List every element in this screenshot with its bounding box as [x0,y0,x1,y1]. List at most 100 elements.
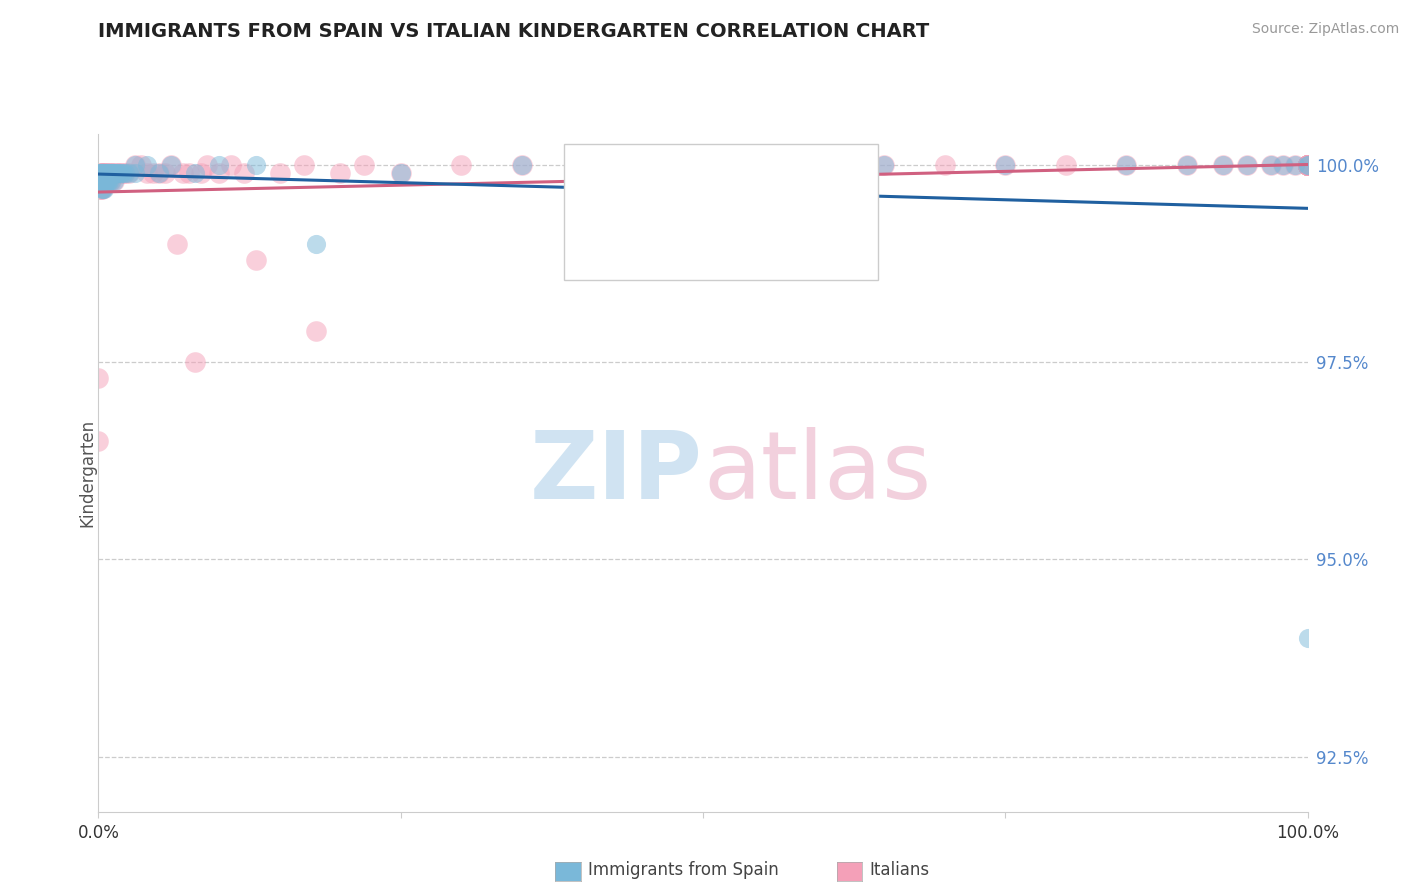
Text: atlas: atlas [703,426,931,519]
Point [114,166,136,180]
Text: Immigrants from Spain: Immigrants from Spain [588,861,779,879]
Point [101,166,124,180]
Point [813,158,835,172]
Point [96,174,118,188]
Point [1296,158,1319,172]
Point [1296,158,1319,172]
Point [389,166,412,180]
Point [1296,158,1319,172]
Point [166,237,188,252]
Point [1296,158,1319,172]
Y-axis label: Kindergarten: Kindergarten [79,418,96,527]
Point [96,174,118,188]
Point [245,158,267,172]
Point [631,158,654,172]
Point [97,174,120,188]
Point [108,166,131,180]
Point [873,158,896,172]
Point [184,166,207,180]
Text: ZIP: ZIP [530,426,703,519]
Point [1296,158,1319,172]
Point [91,166,114,180]
Point [994,158,1017,172]
Point [94,166,117,180]
Point [160,158,183,172]
Point [89,166,111,180]
Point [1296,158,1319,172]
Point [1296,632,1319,646]
Text: IMMIGRANTS FROM SPAIN VS ITALIAN KINDERGARTEN CORRELATION CHART: IMMIGRANTS FROM SPAIN VS ITALIAN KINDERG… [98,22,929,41]
Point [1296,158,1319,172]
Point [1115,158,1137,172]
Point [91,166,114,180]
Point [1296,158,1319,172]
Point [105,166,128,180]
Point [94,174,117,188]
Point [90,174,112,188]
Point [631,158,654,172]
Point [1296,158,1319,172]
Point [1260,158,1282,172]
Text: R = 0.434   N =  71: R = 0.434 N = 71 [614,169,821,187]
Point [1296,158,1319,172]
Point [1296,158,1319,172]
Point [752,158,775,172]
Point [510,158,533,172]
Point [305,324,328,338]
Point [91,182,114,196]
Point [111,166,134,180]
Point [1296,158,1319,172]
Point [1296,158,1319,172]
Point [1296,158,1319,172]
Point [104,166,127,180]
Point [103,174,125,188]
Point [1296,158,1319,172]
Point [135,158,157,172]
Point [752,158,775,172]
Point [110,166,132,180]
Point [450,158,472,172]
Point [100,174,122,188]
Point [129,158,152,172]
Point [1272,158,1295,172]
Point [91,174,114,188]
Point [1296,158,1319,172]
Point [1175,158,1198,172]
Point [1296,158,1319,172]
Point [1296,158,1319,172]
Point [1296,158,1319,172]
Point [148,166,170,180]
Point [1296,158,1319,172]
Point [329,166,352,180]
Point [100,166,122,180]
Point [1296,158,1319,172]
Point [90,166,112,180]
Point [93,166,115,180]
Point [208,158,231,172]
Point [1296,158,1319,172]
Point [1296,158,1319,172]
Point [94,166,117,180]
Point [90,166,112,180]
Point [195,158,218,172]
Point [93,174,115,188]
Point [1296,158,1319,172]
Point [91,166,114,180]
Point [1296,158,1319,172]
Point [97,166,120,180]
Point [245,252,267,267]
Point [103,174,125,188]
Point [1296,158,1319,172]
Point [1296,158,1319,172]
Point [1296,158,1319,172]
Point [1296,158,1319,172]
Point [1296,158,1319,172]
Text: Source: ZipAtlas.com: Source: ZipAtlas.com [1251,22,1399,37]
Point [118,166,141,180]
Point [89,174,111,188]
Point [1175,158,1198,172]
Point [873,158,896,172]
Point [91,182,114,196]
Point [94,174,117,188]
Point [1212,158,1234,172]
